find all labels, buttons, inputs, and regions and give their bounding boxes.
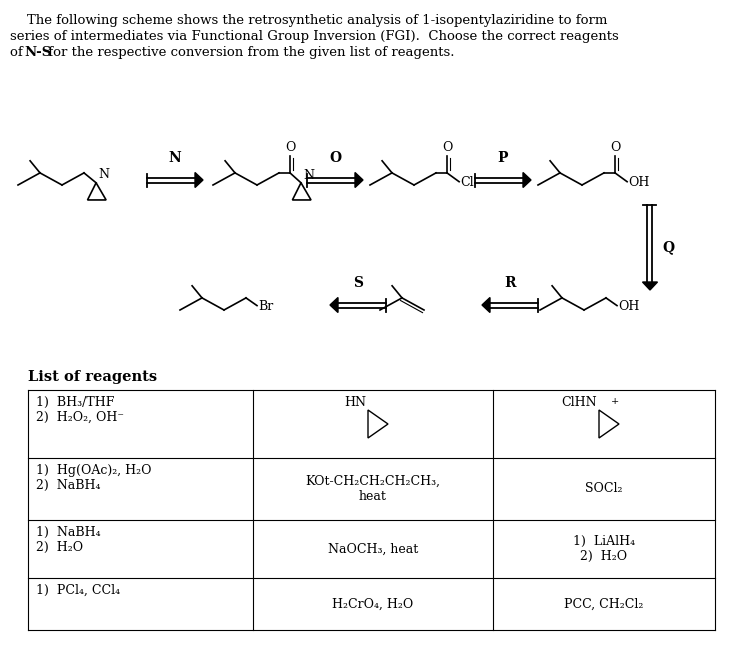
Text: List of reagents: List of reagents	[28, 370, 157, 384]
Polygon shape	[195, 172, 203, 188]
Text: O: O	[284, 141, 296, 155]
Text: N-S: N-S	[24, 46, 52, 59]
Text: 1)  LiAlH₄
2)  H₂O: 1) LiAlH₄ 2) H₂O	[573, 535, 635, 563]
Text: S: S	[353, 276, 363, 290]
Text: for the respective conversion from the given list of reagents.: for the respective conversion from the g…	[44, 46, 455, 59]
Polygon shape	[330, 297, 338, 313]
Text: O: O	[609, 141, 621, 155]
Text: of: of	[10, 46, 27, 59]
Text: +: +	[611, 397, 619, 406]
Text: 1)  NaBH₄
2)  H₂O: 1) NaBH₄ 2) H₂O	[36, 526, 101, 554]
Text: Br: Br	[258, 300, 273, 313]
Text: NaOCH₃, heat: NaOCH₃, heat	[328, 542, 418, 555]
Text: R: R	[504, 276, 516, 290]
Text: OH: OH	[628, 176, 649, 190]
Text: N: N	[303, 169, 314, 182]
Polygon shape	[482, 297, 490, 313]
Text: N: N	[169, 151, 181, 165]
Text: SOCl₂: SOCl₂	[585, 482, 623, 495]
Text: N: N	[98, 168, 109, 181]
Text: HN: HN	[344, 396, 366, 409]
Polygon shape	[523, 172, 531, 188]
Text: OH: OH	[618, 300, 640, 313]
Text: 1)  PCl₄, CCl₄: 1) PCl₄, CCl₄	[36, 584, 120, 597]
Polygon shape	[643, 282, 657, 290]
Text: O: O	[329, 151, 341, 165]
Text: series of intermediates via Functional Group Inversion (FGI).  Choose the correc: series of intermediates via Functional G…	[10, 30, 619, 43]
Text: O: O	[441, 141, 453, 155]
Text: KOt-CH₂CH₂CH₂CH₃,
heat: KOt-CH₂CH₂CH₂CH₃, heat	[306, 475, 441, 503]
Text: Q: Q	[662, 241, 674, 255]
Text: P: P	[497, 151, 509, 165]
Text: 1)  Hg(OAc)₂, H₂O
2)  NaBH₄: 1) Hg(OAc)₂, H₂O 2) NaBH₄	[36, 464, 152, 492]
Text: PCC, CH₂Cl₂: PCC, CH₂Cl₂	[565, 597, 643, 611]
Text: Cl: Cl	[460, 176, 474, 190]
Polygon shape	[355, 172, 363, 188]
Text: H₂CrO₄, H₂O: H₂CrO₄, H₂O	[332, 597, 413, 611]
Text: The following scheme shows the retrosynthetic analysis of 1-isopentylaziridine t: The following scheme shows the retrosynt…	[10, 14, 607, 27]
Text: 1)  BH₃/THF
2)  H₂O₂, OH⁻: 1) BH₃/THF 2) H₂O₂, OH⁻	[36, 396, 124, 424]
Text: ClHN: ClHN	[562, 396, 597, 409]
